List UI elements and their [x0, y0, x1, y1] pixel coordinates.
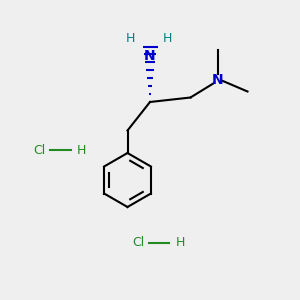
Text: H: H: [163, 32, 172, 46]
Text: H: H: [175, 236, 185, 250]
Text: N: N: [212, 73, 223, 86]
Text: H: H: [126, 32, 135, 46]
Text: H: H: [76, 143, 86, 157]
Text: Cl: Cl: [132, 236, 144, 250]
Text: Cl: Cl: [33, 143, 45, 157]
Text: N: N: [144, 49, 156, 62]
